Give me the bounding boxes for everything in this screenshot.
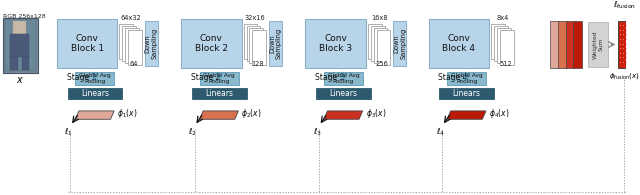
Text: Linears: Linears [81,89,109,98]
Bar [10,34,29,58]
Text: Stage 3: Stage 3 [315,74,344,82]
Bar [550,21,559,68]
Text: Weighted
Sum: Weighted Sum [593,30,604,59]
Bar [192,88,246,99]
Text: Global Avg
Pooling: Global Avg Pooling [328,74,359,84]
Text: Conv
Block 3: Conv Block 3 [319,34,352,53]
Bar [573,21,582,68]
Text: $x$: $x$ [17,75,24,85]
Text: 64: 64 [129,61,138,67]
Text: 16x8: 16x8 [371,15,387,21]
Bar [145,21,157,66]
Text: $\ell_2$: $\ell_2$ [188,127,197,138]
Bar [491,24,505,59]
Bar [324,72,363,85]
Text: Down
Sampling: Down Sampling [269,28,282,59]
Bar [394,21,406,66]
Polygon shape [324,111,363,119]
Bar [447,72,486,85]
Text: $\ell_4$: $\ell_4$ [436,127,445,138]
Text: Global Avg
Pooling: Global Avg Pooling [204,74,235,84]
Text: $\phi_3(x)$: $\phi_3(x)$ [365,107,386,120]
Text: Down
Sampling: Down Sampling [145,28,157,59]
Bar [494,26,508,61]
Bar [181,19,242,68]
Bar [368,24,381,59]
Text: Linears: Linears [452,89,481,98]
Text: $\phi_1(x)$: $\phi_1(x)$ [117,107,138,120]
Text: Linears: Linears [205,89,233,98]
Text: Stage 1: Stage 1 [67,74,96,82]
Text: 32x16: 32x16 [244,15,265,21]
Bar [250,28,263,63]
Text: 128: 128 [252,61,264,67]
Bar [371,26,385,61]
Bar [269,21,282,66]
Text: RGB 256x128: RGB 256x128 [3,14,45,19]
Polygon shape [447,111,486,119]
Bar [566,21,574,68]
Text: $\ell_{\mathrm{fusion}}$: $\ell_{\mathrm{fusion}}$ [613,0,636,11]
Text: 64x32: 64x32 [120,15,141,21]
Bar [246,26,260,61]
Text: Stage 2: Stage 2 [191,74,220,82]
Bar [588,22,607,67]
Text: Conv
Block 4: Conv Block 4 [442,34,476,53]
Bar [557,21,566,68]
Bar [125,28,139,63]
Bar [67,88,122,99]
Polygon shape [200,111,238,119]
Bar [305,19,366,68]
Text: $\ell_1$: $\ell_1$ [64,127,73,138]
Text: Global Avg
Pooling: Global Avg Pooling [451,74,483,84]
Text: 256: 256 [376,61,388,67]
Bar [439,88,494,99]
Text: $\phi_4(x)$: $\phi_4(x)$ [489,107,509,120]
Bar [244,24,257,59]
Bar [200,72,239,85]
Polygon shape [76,111,114,119]
Bar [57,19,117,68]
Bar [618,21,630,68]
Text: Down
Sampling: Down Sampling [393,28,406,59]
Text: 512: 512 [499,61,511,67]
Bar [252,30,266,65]
Text: Linears: Linears [330,89,357,98]
Text: $\phi_{\mathrm{fusion}}(x)$: $\phi_{\mathrm{fusion}}(x)$ [609,71,639,81]
Bar [374,28,387,63]
Text: Stage 4: Stage 4 [438,74,468,82]
Text: $\phi_2(x)$: $\phi_2(x)$ [241,107,262,120]
Bar [429,19,489,68]
Bar [500,30,514,65]
Bar [10,58,18,70]
Text: Conv
Block 2: Conv Block 2 [195,34,228,53]
Text: 8x4: 8x4 [496,15,509,21]
Bar [377,30,390,65]
Bar [13,21,26,34]
Bar [122,26,136,61]
Text: $\ell_3$: $\ell_3$ [312,127,321,138]
Bar [3,18,38,73]
Bar [497,28,511,63]
Bar [76,72,115,85]
Text: Global Avg
Pooling: Global Avg Pooling [79,74,111,84]
Bar [120,24,133,59]
Bar [22,58,29,70]
Bar [128,30,142,65]
Text: Conv
Block 1: Conv Block 1 [70,34,104,53]
Bar [5,19,36,71]
Bar [316,88,371,99]
